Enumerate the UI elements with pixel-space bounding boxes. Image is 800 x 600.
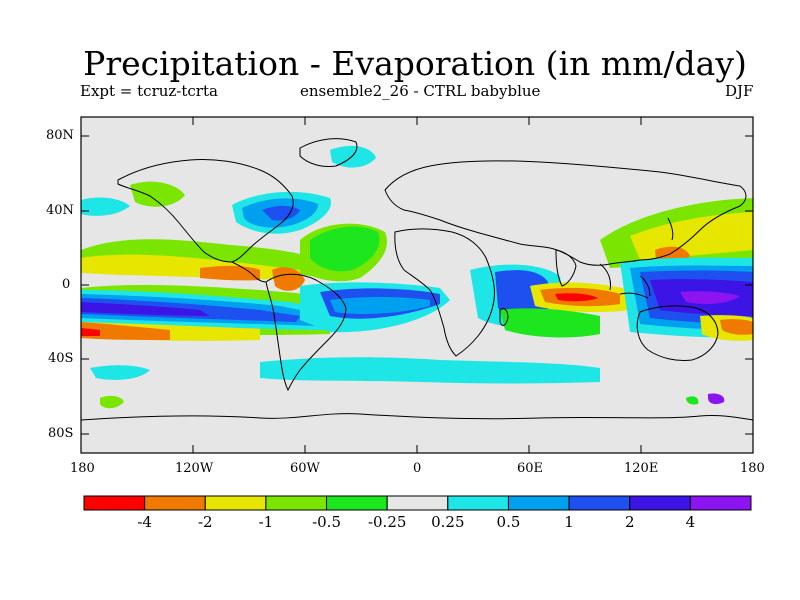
field-violet-antarctic [708,393,725,405]
field-green-north-pacific [130,181,185,207]
field-cyan-north-pacific [81,197,130,216]
field-blue-gulfstream [262,205,300,221]
field-bright-green-atlantic [310,226,380,272]
field-green-antarctic [686,396,699,405]
coast-se-asia [599,263,651,299]
field-indigo-pacific-eq [81,302,210,316]
colorbar-label: 0.5 [496,513,521,531]
x-tick-label: 0 [413,461,422,476]
x-tick-label: 180 [740,461,765,476]
colorbar-label: -1 [258,513,274,531]
field-green-south-pacific-small [100,395,124,409]
x-tick-label: 120W [175,461,214,476]
coastlines [81,138,753,421]
coast-south-america [265,273,347,392]
field-lightblue-atlantic-eq [330,297,430,314]
colorbar-label: -0.25 [367,513,407,531]
coast-north-america [117,159,294,263]
field-green-south-indian [500,308,600,338]
field-red-indian [555,293,598,302]
field-orange-wpac-south [720,319,753,335]
field-orange-pacific-south [81,322,170,340]
colorbar-label: 4 [685,513,696,531]
field-cyan-north-atlantic [330,145,376,168]
experiment-label: Expt = tcruz-tcrta [80,82,218,100]
x-tick-label: 180 [70,461,95,476]
y-tick-label: 0 [62,277,71,292]
season-label: DJF [725,82,754,100]
coast-greenland [299,138,358,167]
x-tick-label: 60W [290,461,320,476]
field-yellow-wpac-north [630,212,753,260]
coast-australia [636,305,719,361]
colorbar-label: -0.5 [312,513,341,531]
field-violet-wpac [680,291,740,304]
x-tick-label: 120E [624,461,659,476]
colorbar-label: 0.25 [431,513,465,531]
field-cyan-southern-pacific [90,365,150,380]
coast-madagascar [499,307,509,326]
coast-africa [394,228,495,357]
coast-japan [667,217,674,241]
ensemble-label: ensemble2_26 - CTRL babyblue [300,82,541,100]
x-ticks [192,117,642,453]
y-tick-label: 80S [48,426,74,441]
map-title: Precipitation - Evaporation (in mm/day) [83,44,747,83]
coast-central-america [231,261,267,283]
coast-antarctica [81,413,753,421]
y-ticks [81,135,753,435]
x-tick-label: 60E [517,461,544,476]
colorbar-label: -4 [137,513,152,531]
field-orange-brazil [272,267,305,291]
colorbar-label: -2 [197,513,213,531]
field-cyan-southern-ocean [260,357,600,384]
y-tick-label: 40S [48,351,74,366]
y-tick-label: 80N [46,128,74,143]
coast-india [555,249,577,287]
colorbar-label: 1 [564,513,574,531]
y-tick-label: 40N [46,203,74,218]
field-red-pacific-south [81,328,100,336]
colorbar-label: 2 [624,513,635,531]
coast-eurasia [384,160,747,266]
field-blue-indian [495,270,548,318]
anomaly-fields [81,145,753,409]
